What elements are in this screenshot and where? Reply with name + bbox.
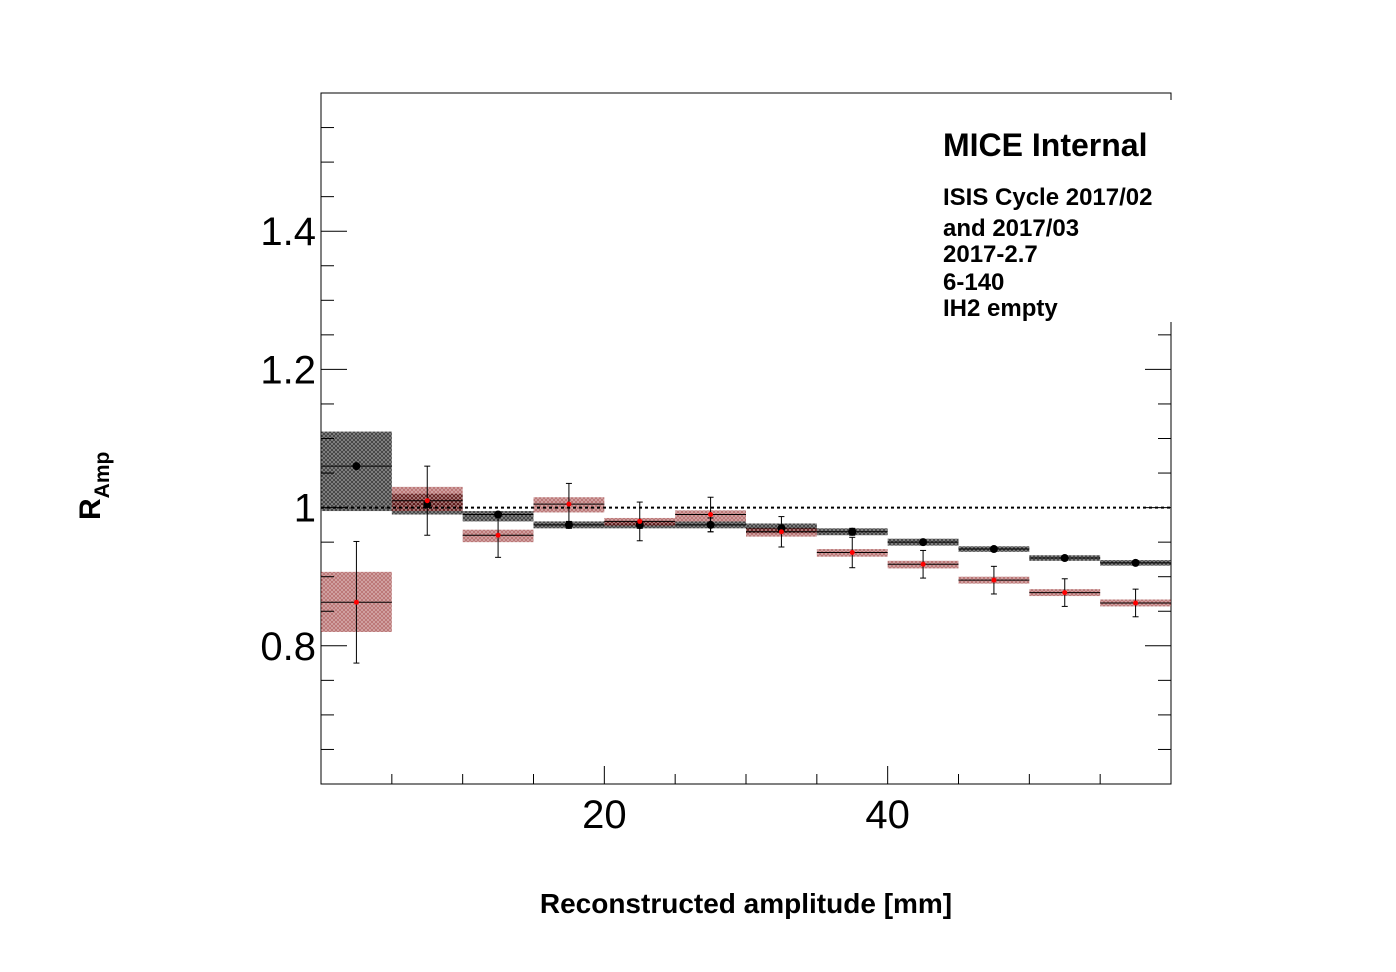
x-axis-label: Reconstructed amplitude [mm] (540, 888, 952, 919)
annotation-line: 6-140 (943, 269, 1004, 296)
y-tick-label: 0.8 (260, 625, 316, 669)
annotation-block: MICE Internal ISIS Cycle 2017/02 and 201… (943, 127, 1152, 322)
y-tick-label: 1.4 (260, 210, 316, 254)
data-point (778, 529, 784, 535)
svg-text:RAmp: RAmp (74, 452, 114, 520)
annotation-line: IH2 empty (943, 295, 1058, 322)
data-point (1060, 554, 1069, 563)
annotation-title: MICE Internal (943, 127, 1147, 163)
data-points (352, 462, 1140, 664)
data-point (637, 518, 643, 524)
data-point (353, 599, 359, 605)
y-tick-label: 1.2 (260, 348, 316, 392)
annotation-line: and 2017/03 (943, 215, 1079, 242)
data-point (991, 577, 997, 583)
data-point (1131, 558, 1140, 567)
data-point (1133, 600, 1139, 606)
axis-ticks: 20 40 0.8 1 1.2 1.4 (260, 127, 1171, 837)
data-point (920, 561, 926, 567)
data-point (919, 538, 928, 547)
data-point (848, 527, 857, 536)
y-axis-label-subscript: Amp (91, 452, 114, 499)
x-tick-label: 20 (582, 793, 627, 837)
y-tick-label: 1 (294, 487, 316, 531)
data-point (495, 532, 501, 538)
annotation-line: 2017-2.7 (943, 241, 1038, 268)
annotation-line: ISIS Cycle 2017/02 (943, 184, 1152, 211)
y-axis-label-main: R (74, 498, 107, 520)
data-point (566, 501, 572, 507)
data-point (424, 498, 430, 504)
data-point (1062, 590, 1068, 596)
data-point (352, 462, 361, 471)
data-point (849, 550, 855, 556)
y-axis-label: RAmp (74, 452, 114, 520)
x-tick-label: 40 (865, 793, 910, 837)
systematic-bands (321, 431, 1171, 632)
systematic-band (321, 431, 392, 512)
annotation-background (930, 100, 1172, 322)
data-point (989, 545, 998, 554)
data-point (708, 512, 714, 518)
